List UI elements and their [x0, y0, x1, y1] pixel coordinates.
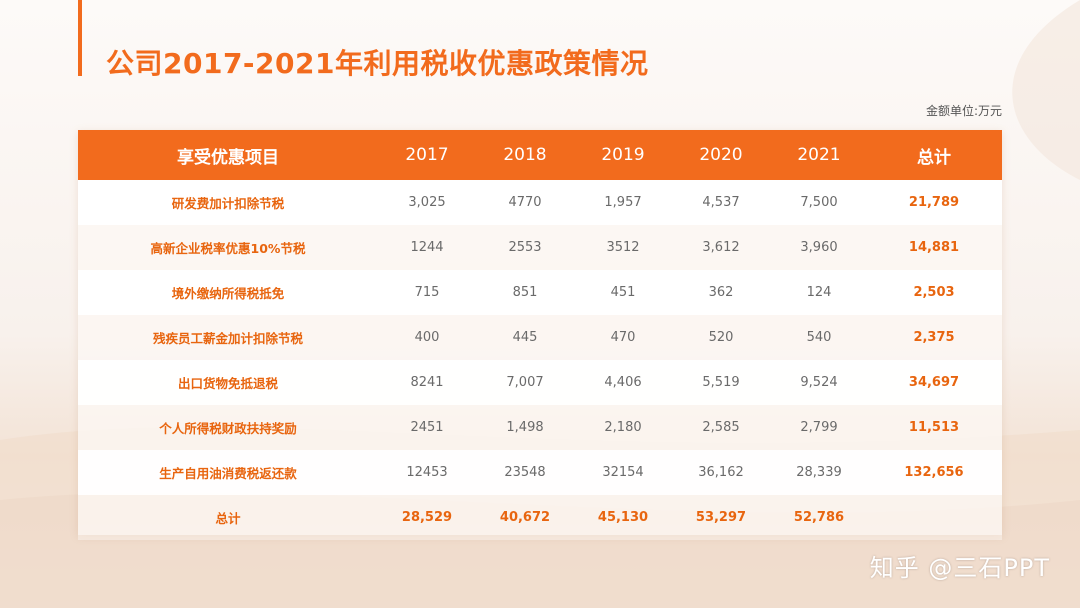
row-value: 2,585 — [702, 420, 740, 435]
row-value: 9,524 — [800, 375, 838, 390]
row-value: 3,960 — [800, 240, 838, 255]
row-total: 34,697 — [908, 375, 960, 390]
row-value: 1244 — [410, 240, 444, 255]
table-row: 研发费加计扣除节税 3,025 4770 1,957 4,537 7,500 2… — [78, 180, 1002, 225]
row-value: 5,519 — [702, 375, 740, 390]
row-value: 520 — [708, 330, 734, 345]
header-2018: 2018 — [503, 145, 547, 165]
row-label: 生产自用油消费税返还款 — [159, 466, 297, 481]
row-total: 2,503 — [913, 285, 955, 300]
row-label: 个人所得税财政扶持奖励 — [159, 421, 297, 436]
row-value: 8241 — [410, 375, 444, 390]
table-row: 生产自用油消费税返还款 12453 23548 32154 36,162 28,… — [78, 450, 1002, 495]
table-row: 出口货物免抵退税 8241 7,007 4,406 5,519 9,524 34… — [78, 360, 1002, 405]
title-accent-bar — [78, 0, 82, 76]
row-total: 2,375 — [913, 330, 955, 345]
page-title: 公司2017-2021年利用税收优惠政策情况 — [106, 47, 649, 80]
row-value: 1,957 — [604, 195, 642, 210]
tax-table: 享受优惠项目 2017 2018 2019 2020 2021 总计 研发费加计… — [78, 130, 1002, 540]
row-value: 2,180 — [604, 420, 642, 435]
row-label: 境外缴纳所得税抵免 — [171, 286, 285, 301]
total-row-value: 52,786 — [793, 510, 845, 525]
row-value: 470 — [610, 330, 636, 345]
total-row-value: 53,297 — [695, 510, 747, 525]
row-value: 2553 — [508, 240, 542, 255]
row-total: 11,513 — [908, 420, 960, 435]
table-row: 残疾员工薪金加计扣除节税 400 445 470 520 540 2,375 — [78, 315, 1002, 360]
row-value: 23548 — [504, 465, 546, 480]
row-label: 出口货物免抵退税 — [177, 376, 278, 391]
row-total: 21,789 — [908, 195, 960, 210]
header-2017: 2017 — [405, 145, 449, 165]
row-value: 12453 — [406, 465, 448, 480]
row-value: 851 — [512, 285, 538, 300]
row-value: 124 — [806, 285, 832, 300]
header-2021: 2021 — [797, 145, 841, 165]
table-row: 高新企业税率优惠10%节税 1244 2553 3512 3,612 3,960… — [78, 225, 1002, 270]
row-value: 362 — [708, 285, 734, 300]
total-row-value: 45,130 — [597, 510, 649, 525]
row-value: 3512 — [606, 240, 640, 255]
row-value: 400 — [414, 330, 440, 345]
row-total: 132,656 — [904, 465, 964, 480]
row-value: 3,612 — [702, 240, 740, 255]
header-2019: 2019 — [601, 145, 645, 165]
table-row: 境外缴纳所得税抵免 715 851 451 362 124 2,503 — [78, 270, 1002, 315]
row-value: 32154 — [602, 465, 644, 480]
row-value: 4,406 — [604, 375, 642, 390]
row-label: 高新企业税率优惠10%节税 — [150, 241, 306, 256]
total-row-label: 总计 — [215, 511, 241, 526]
unit-label: 金额单位:万元 — [925, 104, 1002, 118]
table-total-row: 总计 28,529 40,672 45,130 53,297 52,786 — [78, 495, 1002, 540]
table-header-row: 享受优惠项目 2017 2018 2019 2020 2021 总计 — [78, 130, 1002, 180]
row-value: 4770 — [508, 195, 542, 210]
row-total: 14,881 — [908, 240, 960, 255]
row-value: 36,162 — [698, 465, 744, 480]
row-label: 残疾员工薪金加计扣除节税 — [152, 331, 303, 346]
row-value: 4,537 — [702, 195, 740, 210]
total-row-value: 40,672 — [499, 510, 551, 525]
table-row: 个人所得税财政扶持奖励 2451 1,498 2,180 2,585 2,799… — [78, 405, 1002, 450]
total-row-value: 28,529 — [401, 510, 453, 525]
row-value: 2,799 — [800, 420, 838, 435]
row-value: 540 — [806, 330, 832, 345]
row-value: 451 — [610, 285, 636, 300]
header-2020: 2020 — [699, 145, 743, 165]
row-value: 28,339 — [796, 465, 842, 480]
row-value: 445 — [512, 330, 538, 345]
row-value: 2451 — [410, 420, 444, 435]
header-total: 总计 — [917, 147, 951, 168]
header-item: 享受优惠项目 — [177, 147, 279, 168]
row-value: 7,500 — [800, 195, 838, 210]
row-value: 1,498 — [506, 420, 544, 435]
row-value: 3,025 — [408, 195, 446, 210]
row-value: 7,007 — [506, 375, 544, 390]
row-label: 研发费加计扣除节税 — [171, 196, 285, 211]
row-value: 715 — [414, 285, 440, 300]
watermark: 知乎 @三石PPT — [869, 554, 1050, 582]
